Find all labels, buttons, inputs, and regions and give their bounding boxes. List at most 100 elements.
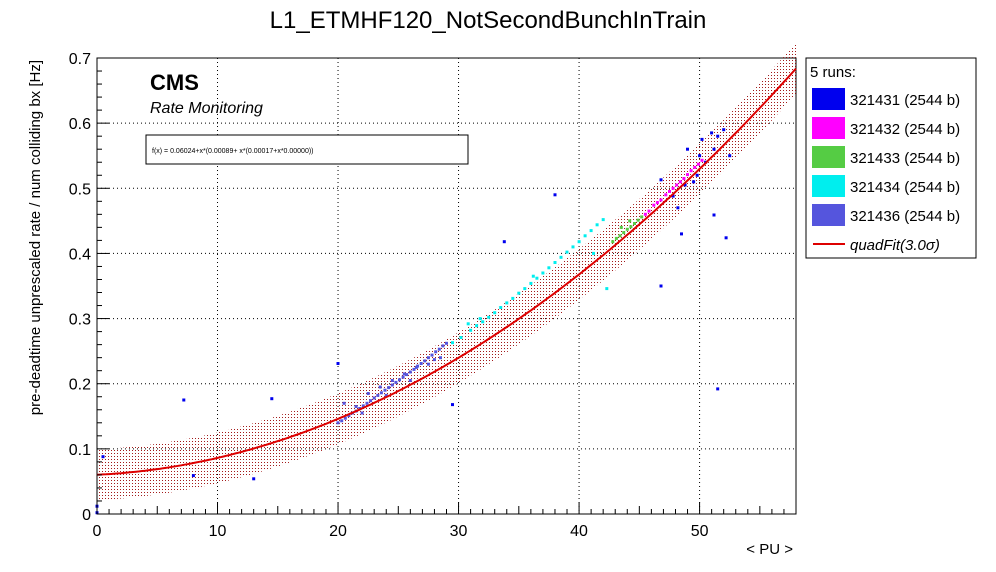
data-point [668, 190, 671, 193]
y-tick-label: 0.1 [69, 442, 91, 459]
legend-entries: 321431 (2544 b) 321432 (2544 b) 321433 (25… [812, 88, 960, 226]
legend-label: 321436 (2544 b) [850, 208, 960, 225]
data-point [252, 477, 256, 481]
y-axis-title: pre-deadtime unprescaled rate / num coll… [27, 60, 44, 415]
data-point [360, 411, 364, 415]
y-tick-label: 0.7 [69, 51, 91, 68]
data-point [478, 317, 482, 321]
data-point [475, 324, 479, 328]
data-point [517, 291, 521, 295]
data-point [683, 183, 687, 187]
data-point [628, 219, 632, 223]
x-tick-label: 40 [570, 523, 588, 540]
x-tick-label: 30 [450, 523, 468, 540]
data-point [511, 296, 515, 300]
data-point [559, 255, 563, 259]
data-point [402, 372, 406, 376]
formula-text: f(x) = 0.06024+x*(0.00089+ x*(0.00017+x*… [152, 148, 314, 155]
legend-label: 321433 (2544 b) [850, 150, 960, 167]
data-point [680, 232, 683, 236]
data-point [618, 234, 622, 238]
data-point [689, 169, 693, 173]
data-point [633, 222, 636, 225]
formula-box [145, 134, 469, 165]
data-point [724, 236, 728, 240]
data-point [426, 356, 430, 360]
data-point [378, 385, 382, 389]
data-point [387, 386, 391, 390]
data-point [622, 231, 626, 235]
data-point [398, 378, 401, 382]
data-point [583, 234, 587, 238]
data-point [451, 403, 454, 407]
data-point [647, 209, 651, 213]
cms-label: CMS [150, 70, 199, 95]
x-tick-label: 10 [209, 523, 227, 540]
data-point [270, 397, 274, 401]
data-point [441, 344, 445, 348]
data-point [541, 271, 545, 275]
data-point [101, 455, 105, 459]
fit-band-area [97, 43, 796, 501]
legend-swatch [812, 175, 845, 197]
axes: 0 10 20 30 40 50 0 0.1 0.2 0.3 0.4 0.5 0.6 0.7 [69, 51, 797, 540]
data-point [692, 180, 696, 184]
legend-swatch [812, 204, 845, 226]
data-point [698, 154, 702, 158]
data-point [675, 183, 679, 187]
data-point [671, 186, 675, 190]
data-point [487, 315, 491, 319]
data-point [342, 401, 346, 405]
legend-label: 321434 (2544 b) [850, 179, 960, 196]
data-point [379, 391, 383, 395]
data-point [430, 353, 434, 357]
data-point [394, 380, 398, 384]
data-point [712, 147, 716, 151]
data-point [676, 206, 680, 210]
data-point [523, 287, 527, 291]
data-point [376, 393, 380, 397]
data-point [547, 266, 551, 270]
fit-line [96, 67, 797, 476]
data-point [589, 229, 593, 233]
x-axis-title: < PU > [746, 541, 793, 558]
data-point [664, 193, 668, 197]
data-point [390, 379, 394, 382]
data-point [625, 227, 629, 231]
data-point [432, 358, 436, 362]
data-point [481, 320, 485, 324]
data-point [372, 396, 376, 400]
legend-fit-label: quadFit(3.0σ) [850, 237, 940, 254]
data-point [414, 365, 418, 369]
data-point [412, 367, 416, 371]
data-point [354, 405, 358, 408]
chart-title: L1_ETMHF120_NotSecondBunchInTrain [270, 7, 707, 34]
y-tick-label: 0.5 [69, 181, 91, 198]
x-tick-label: 50 [691, 523, 709, 540]
x-tick-label: 0 [93, 523, 102, 540]
data-point [693, 165, 697, 169]
data-point [716, 134, 720, 138]
data-point [493, 311, 497, 315]
legend-swatch [812, 88, 845, 110]
data-point [659, 178, 663, 182]
data-point [347, 414, 351, 418]
y-tick-label: 0.2 [69, 377, 91, 394]
data-point [384, 393, 388, 397]
data-point [553, 261, 557, 264]
legend-header: 5 runs: [810, 64, 856, 81]
x-tick-label: 20 [329, 523, 347, 540]
data-point [659, 198, 663, 202]
legend-label: 321431 (2544 b) [850, 92, 960, 109]
data-point [571, 245, 575, 249]
data-point [619, 225, 623, 229]
data-point [605, 287, 609, 291]
data-point [565, 250, 569, 254]
y-tick-label: 0.6 [69, 116, 91, 133]
data-point [366, 392, 370, 395]
data-point [390, 383, 394, 387]
data-point [466, 322, 470, 326]
data-point [700, 158, 704, 162]
data-point [652, 203, 656, 207]
data-point [502, 240, 506, 244]
